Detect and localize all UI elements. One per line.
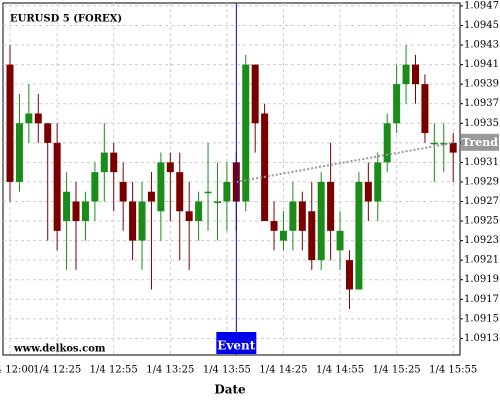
candle-body (63, 191, 71, 222)
x-tick-label: 1/4 14:55 (316, 365, 364, 376)
y-tick-label: 1.0925 (464, 216, 499, 227)
x-tick-label: 1/4 14:25 (259, 365, 307, 376)
event-label-box (216, 332, 257, 354)
x-axis-label: Date (214, 383, 246, 397)
x-tick-label: 1/4 13:25 (146, 365, 194, 376)
candle-body (270, 221, 278, 231)
y-tick-label: 1.0931 (464, 157, 499, 168)
y-tick-label: 1.0945 (464, 20, 499, 31)
y-tick-label: 1.0939 (464, 79, 499, 90)
candle-body (176, 172, 184, 212)
candle-body (185, 211, 193, 222)
candle-body (157, 162, 165, 212)
y-tick-label: 1.0941 (464, 59, 499, 70)
candle-body (421, 84, 429, 134)
y-tick-label: 1.0921 (464, 255, 499, 266)
candle-body (195, 201, 203, 222)
candle-body (110, 152, 118, 173)
candle-body (242, 64, 250, 202)
candle-body (147, 191, 155, 202)
candle-body (138, 201, 146, 241)
y-tick-label: 1.0929 (464, 176, 499, 187)
candle-body (336, 230, 344, 251)
watermark: www.delkos.com (13, 344, 106, 355)
candle-body (25, 113, 33, 124)
candle-body (223, 181, 231, 202)
candle-body (327, 181, 335, 231)
candle-body (129, 201, 137, 241)
y-tick-label: 1.0913 (464, 333, 499, 344)
candle-body (100, 152, 108, 173)
candle-body (53, 142, 61, 231)
candle-body (402, 64, 410, 85)
candle-body (91, 172, 99, 202)
candle-body (317, 181, 325, 261)
candle-body (411, 64, 419, 85)
y-tick-label: 1.0935 (464, 118, 499, 129)
y-tick-label: 1.0915 (464, 313, 499, 324)
plot-frame (2, 2, 461, 356)
trend-label: Trend (462, 136, 498, 149)
candle-body (251, 64, 259, 124)
candle-body (374, 162, 382, 202)
candle-body (308, 211, 316, 261)
y-tick-label: 1.0943 (464, 40, 499, 51)
candle-body (166, 162, 174, 173)
trend-label-box (461, 133, 499, 151)
x-tick-label: 1/4 13:55 (203, 365, 251, 376)
candle-body (44, 123, 52, 143)
y-tick-label: 1.0947 (464, 0, 499, 11)
candle-body (430, 142, 438, 145)
candle-body (289, 201, 297, 231)
candle-body (449, 142, 457, 153)
candle-body (72, 201, 80, 222)
x-tick-label: 1/4 12:55 (90, 365, 138, 376)
candle-body (261, 113, 269, 222)
event-label: Event (217, 339, 255, 353)
x-tick-label: 1/4 12:25 (33, 365, 81, 376)
candle-body (6, 64, 14, 182)
candle-body (364, 181, 372, 202)
trend-line (236, 141, 454, 183)
x-tick-label: 1/4 12:00 (0, 365, 34, 376)
y-tick-label: 1.0927 (464, 196, 499, 207)
candle-body (440, 142, 448, 145)
candle-body (213, 201, 221, 203)
candle-body (15, 123, 23, 182)
candle-body (279, 230, 287, 241)
chart-title: EURUSD 5 (FOREX) (10, 14, 122, 25)
y-tick-label: 1.0937 (464, 98, 499, 109)
candle-body (345, 260, 353, 290)
candle-body (393, 84, 401, 124)
y-tick-label: 1.0917 (464, 294, 499, 305)
candle-body (34, 113, 42, 124)
y-tick-label: 1.0923 (464, 235, 499, 246)
candle-body (298, 201, 306, 231)
x-tick-label: 1/4 15:25 (373, 365, 421, 376)
x-tick-label: 1/4 15:55 (429, 365, 477, 376)
candle-body (119, 181, 127, 202)
candle-body (355, 181, 363, 290)
candle-body (81, 201, 89, 222)
candle-body (204, 191, 212, 194)
y-tick-label: 1.0919 (464, 274, 499, 285)
candle-body (383, 123, 391, 163)
